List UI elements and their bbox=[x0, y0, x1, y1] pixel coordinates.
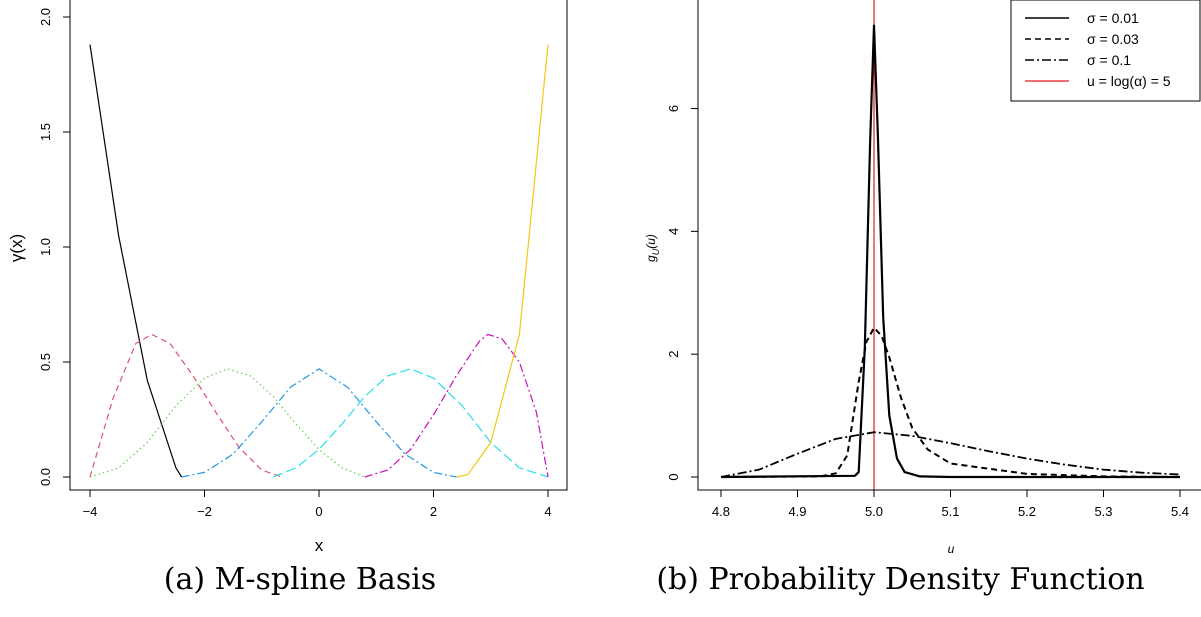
x-tick-label: 5.1 bbox=[941, 504, 959, 519]
plot-a-series-group bbox=[89, 44, 549, 478]
plot-a-frame bbox=[69, 0, 568, 491]
plot-a-x-axis-label: x bbox=[315, 536, 324, 555]
x-tick-label: 5.3 bbox=[1094, 504, 1112, 519]
y-tick-label: 0 bbox=[666, 473, 681, 480]
series-line-1 bbox=[89, 44, 183, 478]
y-tick-label: 1.0 bbox=[38, 238, 53, 256]
y-tick-label: 0.0 bbox=[38, 468, 53, 486]
plot-a-y-axis: 0.0 0.5 1.0 1.5 2.0 bbox=[38, 8, 71, 486]
legend-box bbox=[1010, 0, 1201, 102]
x-tick-label: 4 bbox=[544, 504, 551, 519]
series-line-3 bbox=[89, 368, 366, 478]
plot-b-y-axis-label: gU(u) bbox=[644, 234, 661, 262]
x-tick-label: 2 bbox=[430, 504, 437, 519]
x-tick-label: −4 bbox=[83, 504, 98, 519]
plot-a-y-axis-label: γ(x) bbox=[7, 234, 26, 262]
y-tick-label: 6 bbox=[666, 105, 681, 112]
figure: −4 −2 0 2 4 0.0 0.5 1.0 1.5 2.0 x γ(x) 4.8 4.9 5.0… bbox=[7, 0, 1201, 556]
panel-a-mspline-basis: −4 −2 0 2 4 0.0 0.5 1.0 1.5 2.0 x γ(x) bbox=[7, 0, 568, 555]
x-tick-label: 5.4 bbox=[1171, 504, 1189, 519]
y-tick-label: 4 bbox=[666, 228, 681, 235]
plot-a-x-axis: −4 −2 0 2 4 bbox=[83, 489, 552, 519]
plot-b-x-axis: 4.8 4.9 5.0 5.1 5.2 5.3 5.4 bbox=[712, 489, 1189, 519]
legend-label-4: u = log(α) = 5 bbox=[1087, 73, 1171, 89]
plot-b-y-label-arg: (u) bbox=[644, 234, 658, 249]
series-line-5 bbox=[272, 368, 549, 478]
y-tick-label: 2 bbox=[666, 351, 681, 358]
series-line-2 bbox=[89, 333, 282, 478]
caption-b: (b) Probability Density Function bbox=[656, 562, 1145, 597]
series-line-2 bbox=[720, 326, 1181, 478]
x-tick-label: 0 bbox=[315, 504, 322, 519]
legend-label-3: σ = 0.1 bbox=[1087, 52, 1131, 68]
series-line-1 bbox=[720, 24, 1180, 479]
caption-a: (a) M-spline Basis bbox=[163, 562, 437, 597]
series-line-3 bbox=[720, 431, 1181, 478]
x-tick-label: 5.0 bbox=[865, 504, 883, 519]
plot-b-y-label-g: g bbox=[644, 255, 658, 262]
plot-b-y-label-sub: U bbox=[651, 248, 661, 255]
x-tick-label: −2 bbox=[197, 504, 212, 519]
y-tick-label: 2.0 bbox=[38, 8, 53, 26]
legend-label-1: σ = 0.01 bbox=[1087, 10, 1139, 26]
plot-b-legend: σ = 0.01 σ = 0.03 σ = 0.1 u = log(α) = 5 bbox=[1010, 0, 1201, 102]
x-tick-label: 4.9 bbox=[788, 504, 806, 519]
series-line-7 bbox=[456, 44, 549, 478]
x-tick-label: 4.8 bbox=[712, 504, 730, 519]
y-tick-label: 0.5 bbox=[38, 353, 53, 371]
panel-b-probability-density: 4.8 4.9 5.0 5.1 5.2 5.3 5.4 0 2 4 6 u gU(u) σ = 0… bbox=[644, 0, 1201, 556]
series-line-6 bbox=[364, 333, 549, 478]
legend-label-2: σ = 0.03 bbox=[1087, 31, 1139, 47]
plot-b-x-axis-label: u bbox=[948, 542, 955, 556]
series-line-4 bbox=[181, 368, 457, 478]
y-tick-label: 1.5 bbox=[38, 123, 53, 141]
plot-b-series-group bbox=[720, 0, 1181, 490]
plot-b-y-axis: 0 2 4 6 bbox=[666, 105, 699, 481]
x-tick-label: 5.2 bbox=[1018, 504, 1036, 519]
